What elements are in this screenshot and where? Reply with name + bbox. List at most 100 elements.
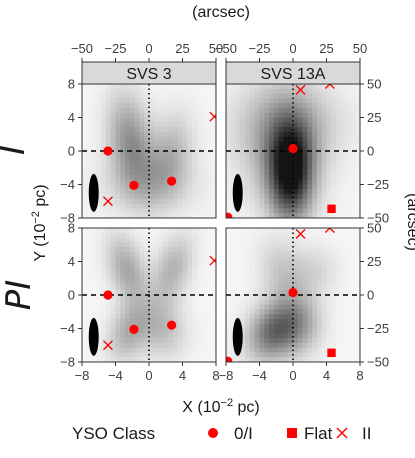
heatmap-cell — [273, 299, 280, 305]
heatmap-cell — [350, 179, 356, 185]
heatmap-cell — [302, 170, 308, 176]
heatmap-cell — [182, 347, 188, 353]
heatmap-cell — [278, 107, 284, 114]
heatmap-cell — [288, 328, 294, 334]
heatmap-cell — [125, 136, 131, 142]
heatmap-cell — [163, 328, 169, 334]
heatmap-cell — [172, 285, 179, 291]
heatmap-cell — [96, 117, 102, 123]
heatmap-cell — [326, 266, 332, 272]
x-tick-label: 4 — [323, 368, 330, 383]
heatmap-cell — [211, 237, 216, 243]
heatmap-cell — [168, 170, 174, 176]
y-tick-label: 4 — [68, 110, 75, 125]
heatmap-cell — [115, 98, 121, 104]
heatmap-cell — [226, 93, 232, 99]
heatmap-cell — [125, 299, 131, 305]
heatmap-cell — [293, 88, 299, 94]
heatmap-cell — [192, 131, 198, 138]
heatmap-cell — [321, 131, 327, 138]
heatmap-cell — [264, 141, 270, 147]
heatmap-cell — [110, 203, 116, 209]
heatmap-cell — [340, 299, 347, 305]
heatmap-cell — [182, 122, 188, 128]
heatmap-cell — [153, 338, 159, 344]
heatmap-cell — [153, 107, 159, 114]
heatmap-cell — [120, 323, 126, 329]
heatmap-cell — [177, 266, 183, 272]
heatmap-cell — [201, 323, 207, 329]
heatmap-cell — [278, 203, 284, 209]
heatmap-cell — [321, 271, 327, 277]
heatmap-cell — [182, 112, 188, 118]
heatmap-cell — [293, 213, 299, 218]
heatmap-cell — [115, 309, 121, 315]
heatmap-cell — [139, 179, 145, 185]
heatmap-cell — [172, 256, 179, 262]
heatmap-cell — [355, 271, 360, 277]
heatmap-cell — [249, 98, 256, 104]
heatmap-cell — [326, 198, 332, 205]
heatmap-cell — [302, 155, 308, 161]
heatmap-cell — [153, 155, 159, 161]
heatmap-cell — [101, 251, 107, 258]
heatmap-cell — [302, 285, 308, 291]
heatmap-cell — [105, 184, 112, 190]
heatmap-cell — [293, 247, 299, 253]
heatmap-cell — [254, 347, 260, 353]
heatmap-cell — [129, 295, 136, 301]
heatmap-cell — [120, 141, 126, 147]
heatmap-cell — [350, 122, 356, 128]
heatmap-cell — [336, 266, 342, 272]
heatmap-cell — [82, 228, 88, 234]
heatmap-cell — [153, 174, 159, 181]
heatmap-cell — [211, 194, 216, 200]
heatmap-cell — [172, 170, 179, 176]
heatmap-cell — [149, 290, 155, 296]
heatmap-cell — [283, 357, 289, 362]
heatmap-cell — [105, 285, 112, 291]
heatmap-cell — [139, 309, 145, 315]
heatmap-cell — [336, 165, 342, 171]
heatmap-cell — [158, 323, 164, 329]
heatmap-cell — [293, 203, 299, 209]
heatmap-cell — [153, 208, 159, 214]
heatmap-cell — [149, 318, 155, 325]
heatmap-cell — [336, 122, 342, 128]
heatmap-cell — [288, 122, 294, 128]
heatmap-cell — [288, 342, 294, 349]
heatmap-cell — [134, 160, 140, 166]
heatmap-cell — [96, 127, 102, 133]
heatmap-cell — [273, 122, 280, 128]
heatmap-cell — [326, 122, 332, 128]
heatmap-cell — [345, 299, 351, 305]
heatmap-cell — [153, 189, 159, 195]
heatmap-cell — [144, 93, 150, 99]
heatmap-cell — [91, 261, 97, 267]
heatmap-cell — [192, 194, 198, 200]
heatmap-cell — [355, 247, 360, 253]
heatmap-cell — [312, 117, 318, 123]
heatmap-cell — [235, 127, 241, 133]
heatmap-cell — [110, 280, 116, 286]
heatmap-cell — [264, 84, 270, 90]
heatmap-cell — [312, 103, 318, 109]
heatmap-cell — [312, 275, 318, 282]
heatmap-cell — [129, 203, 136, 209]
heatmap-cell — [177, 261, 183, 267]
heatmap-cell — [235, 275, 241, 282]
heatmap-cell — [196, 88, 203, 94]
heatmap-cell — [82, 247, 88, 253]
heatmap-cell — [278, 198, 284, 205]
heatmap-cell — [307, 198, 313, 205]
heatmap-cell — [96, 198, 102, 205]
heatmap-cell — [206, 347, 212, 353]
heatmap-cell — [254, 261, 260, 267]
heatmap-cell — [153, 170, 159, 176]
heatmap-cell — [331, 247, 337, 253]
heatmap-cell — [293, 295, 299, 301]
heatmap-cell — [331, 323, 337, 329]
heatmap-cell — [297, 314, 303, 320]
heatmap-cell — [350, 256, 356, 262]
heatmap-cell — [321, 290, 327, 296]
